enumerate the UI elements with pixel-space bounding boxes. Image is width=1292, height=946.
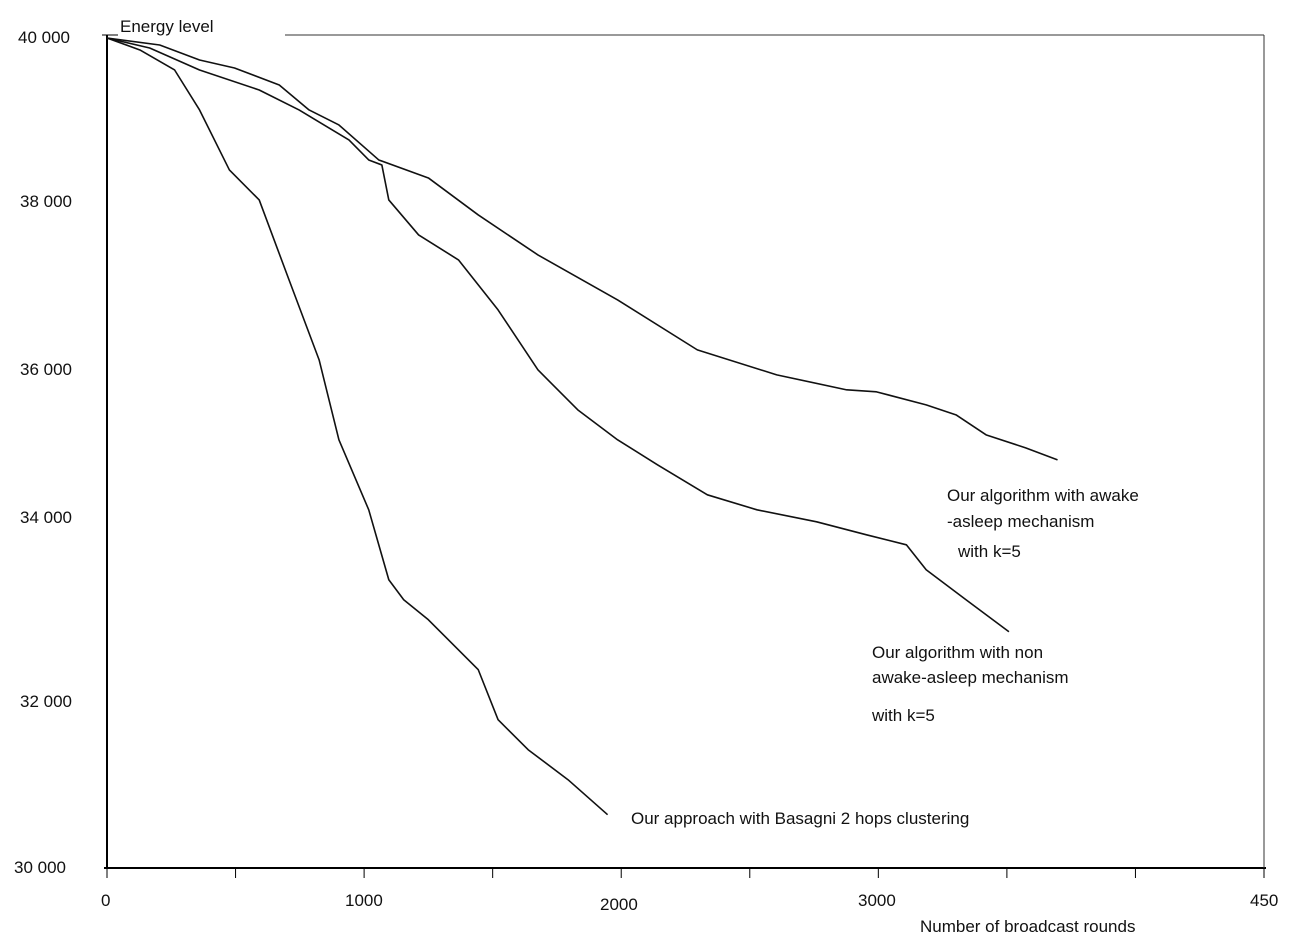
y-tick-label: 40 000 [18,28,70,47]
series-label-awake: Our algorithm with awake [947,486,1139,505]
frame [102,34,1266,869]
x-tick-label: 3000 [858,891,896,910]
y-tick-label: 32 000 [20,692,72,711]
y-axis-label: Energy level [120,17,214,36]
y-tick-label: 34 000 [20,508,72,527]
series-label-non-awake: awake-asleep mechanism [872,668,1069,687]
x-tick-label: 2000 [600,895,638,914]
series-line-1 [106,37,1010,633]
y-tick-label: 30 000 [14,858,66,877]
x-tick-label: 450 [1250,891,1278,910]
series-label-awake: -asleep mechanism [947,512,1094,531]
series-label-non-awake: with k=5 [871,706,935,725]
series-label-basagni: Our approach with Basagni 2 hops cluster… [631,809,969,828]
series-line-2 [106,37,609,816]
series-label-awake: with k=5 [957,542,1021,561]
x-ticks [106,868,1265,878]
series-lines [106,37,1058,816]
y-tick-label: 36 000 [20,360,72,379]
x-axis-label: Number of broadcast rounds [920,917,1135,936]
x-tick-label: 1000 [345,891,383,910]
series-line-0 [106,37,1058,461]
x-tick-label: 0 [101,891,110,910]
series-label-non-awake: Our algorithm with non [872,643,1043,662]
y-tick-label: 38 000 [20,192,72,211]
